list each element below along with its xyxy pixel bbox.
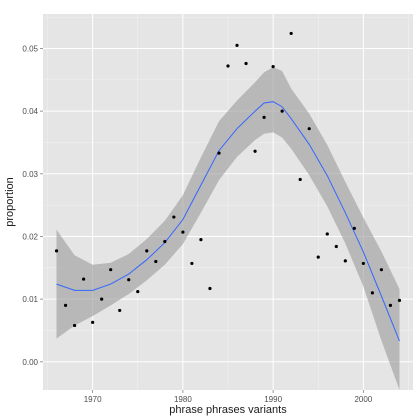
data-point: [316, 255, 320, 259]
data-point: [82, 277, 86, 281]
data-point: [145, 249, 149, 253]
y-tick-label: 0.01: [22, 295, 38, 304]
data-point: [343, 259, 347, 263]
data-point: [298, 177, 302, 182]
x-axis-title: phrase phrases variants: [169, 404, 287, 416]
y-tick-label: 0.05: [22, 44, 38, 53]
y-axis-title: proportion: [4, 177, 16, 227]
data-point: [334, 244, 338, 249]
data-point: [190, 261, 194, 266]
data-points: [54, 31, 402, 328]
data-point: [208, 286, 212, 291]
x-tick-label: 1990: [264, 395, 282, 404]
data-point: [72, 323, 77, 328]
y-tick-label: 0.00: [22, 358, 38, 367]
data-point: [54, 249, 59, 253]
x-tick-label: 1970: [84, 395, 102, 404]
y-tick-label: 0.02: [22, 232, 38, 241]
data-point: [109, 268, 113, 272]
data-point: [253, 149, 257, 153]
data-point: [181, 230, 185, 234]
grid-minor: [43, 14, 413, 390]
y-axis: 0.00 0.01 0.02 0.03 0.04 0.05: [22, 44, 43, 367]
data-point: [388, 303, 393, 307]
data-point: [172, 215, 176, 219]
data-point: [262, 115, 266, 119]
data-point: [217, 151, 221, 155]
confidence-ribbon: [56, 67, 400, 391]
y-tick-label: 0.03: [22, 170, 38, 179]
data-point: [352, 226, 356, 230]
data-point: [397, 298, 402, 302]
smooth-line: [56, 101, 400, 342]
data-point: [118, 308, 122, 313]
data-point: [235, 43, 239, 47]
data-point: [127, 278, 131, 282]
data-point: [163, 239, 167, 244]
y-tick-label: 0.04: [22, 107, 38, 116]
x-tick-label: 2000: [354, 395, 372, 404]
grid-major: [43, 14, 413, 390]
data-point: [325, 232, 329, 236]
x-axis: 1970 1980 1990 2000: [84, 390, 373, 404]
data-point: [271, 65, 275, 69]
data-point: [280, 109, 284, 113]
data-point: [91, 320, 95, 324]
data-point: [199, 238, 203, 242]
data-point: [154, 259, 158, 264]
data-point: [370, 291, 374, 295]
data-point: [361, 261, 365, 266]
x-tick-label: 1980: [174, 395, 192, 404]
data-point: [289, 31, 293, 36]
data-point: [100, 297, 104, 301]
data-point: [226, 64, 230, 68]
data-point: [136, 290, 140, 294]
data-point: [244, 61, 248, 66]
data-point: [307, 127, 311, 131]
data-point: [63, 303, 68, 307]
data-point: [379, 268, 384, 272]
